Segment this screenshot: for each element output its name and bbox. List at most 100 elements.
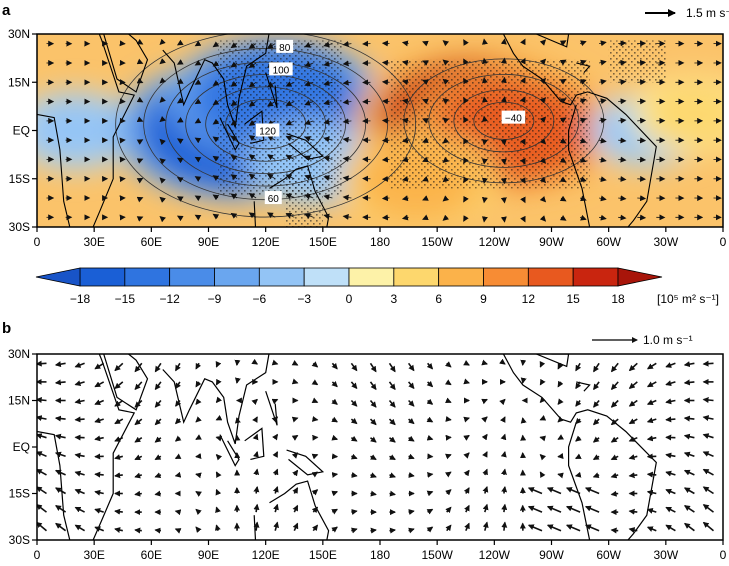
wind-vector-162 [381, 117, 390, 124]
wind-vector-23 [481, 38, 488, 45]
wind-vector-247 [637, 156, 647, 163]
wind-vector-58 [463, 378, 470, 385]
wind-vector-163 [407, 435, 415, 442]
wind-vector-114 [154, 418, 162, 426]
wind-vector-63 [557, 380, 564, 388]
wind-vector-193 [285, 135, 295, 142]
wind-vector-58 [463, 58, 469, 66]
wind-vector-121 [291, 416, 299, 423]
x-tick-label-1: 30E [83, 548, 104, 562]
wind-vector-128 [426, 416, 434, 423]
x-tick-label-9: 90W [539, 548, 564, 562]
wind-vector-206 [539, 138, 547, 145]
panel-a-axes: 0 30E 60E 90E 120E 150E 180 150W 120W 90W 60W 30W 03… [8, 27, 727, 249]
contour-label-3: 60 [268, 194, 280, 205]
wind-vector-314 [539, 195, 547, 203]
wind-vector-79 [176, 78, 184, 84]
wind-vector-317 [599, 195, 607, 202]
colorbar-swatch-9 [483, 267, 529, 287]
contour-line-0-5 [115, 34, 417, 218]
wind-vector-162 [389, 436, 396, 443]
wind-vector-45 [212, 60, 220, 67]
wind-vector-19 [401, 40, 409, 47]
wind-vector-319 [637, 195, 647, 202]
x-tick-label-5: 150E [309, 235, 337, 249]
wind-vector-335 [253, 521, 260, 531]
wind-vector-147 [94, 435, 104, 442]
x-tick-label-3: 90E [198, 548, 219, 562]
wind-vector-157 [291, 434, 299, 441]
wind-vector-316 [579, 195, 587, 202]
wind-vector-291 [94, 508, 104, 514]
wind-vector-221 [134, 472, 143, 479]
wind-vector-315 [559, 195, 567, 202]
wind-vector-237 [442, 156, 450, 163]
contour-line-1-1 [453, 89, 555, 153]
y-tick-label-1: 15N [8, 75, 30, 89]
wind-vector-297 [215, 506, 221, 514]
wind-vector-209 [592, 454, 600, 461]
wind-vector-338 [304, 213, 314, 219]
stipple-region-1 [389, 59, 590, 189]
wind-vector-138 [618, 98, 627, 105]
x-tick-label-5: 150E [309, 548, 337, 562]
wind-vector-135 [557, 416, 564, 423]
wind-vector-55 [407, 381, 415, 390]
wind-vector-132 [499, 416, 506, 423]
wind-vector-223 [174, 471, 182, 478]
wind-vector-281 [599, 176, 607, 183]
wind-vector-342 [389, 527, 396, 534]
wind-vector-246 [610, 472, 619, 479]
wind-vector-294 [159, 196, 166, 203]
wind-vector-128 [422, 98, 429, 105]
wind-vector-202 [463, 137, 469, 145]
x-tick-label-4: 120E [252, 548, 280, 562]
colorbar-ticks: −18 −15 −12 −9 −6 −3 0 3 6 9 12 15 18 [70, 292, 625, 306]
x-tick-label-7: 150W [421, 235, 453, 249]
wind-vector-357 [665, 524, 676, 532]
wind-vector-127 [408, 417, 415, 425]
wind-vector-217 [54, 469, 66, 476]
wind-vector-174 [610, 436, 619, 443]
wind-vector-235 [401, 156, 409, 163]
wind-vector-52 [342, 60, 352, 67]
wind-vector-271 [401, 176, 409, 182]
wind-vector-134 [539, 415, 547, 421]
wind-vector-43 [175, 381, 181, 390]
wind-vector-80 [195, 398, 202, 405]
wind-vector-126 [388, 418, 396, 426]
wind-vector-156 [272, 433, 279, 441]
x-tick-label-8: 120W [479, 548, 511, 562]
wind-vector-155 [248, 120, 257, 126]
wind-vector-323 [702, 504, 714, 513]
wind-vector-143 [702, 415, 714, 422]
wind-vector-299 [253, 503, 260, 513]
wind-vector-257 [134, 490, 142, 497]
wind-vector-321 [665, 506, 676, 513]
wind-vector-236 [427, 471, 434, 478]
wind-vector-312 [501, 503, 508, 513]
wind-vector-89 [369, 399, 377, 408]
wind-vector-67 [637, 59, 647, 66]
wind-vector-281 [584, 487, 600, 495]
wind-vector-235 [408, 472, 415, 478]
colorbar-extend-high [617, 267, 663, 287]
coastline-3 [219, 434, 240, 467]
wind-vector-64 [579, 59, 587, 66]
wind-vector-152 [195, 434, 202, 441]
wind-vector-140 [646, 417, 657, 424]
panel-b-reference-vector: 1.0 m s⁻¹ [592, 333, 693, 347]
wind-vector-133 [520, 96, 526, 104]
y-tick-label-0: 30N [8, 27, 30, 41]
wind-vector-290 [74, 506, 85, 513]
wind-vector-188 [194, 137, 202, 144]
wind-vector-345 [442, 214, 450, 221]
wind-vector-25 [520, 38, 526, 46]
wind-vector-241 [520, 157, 526, 165]
x-tick-label-3: 90E [198, 235, 219, 249]
wind-vector-69 [665, 380, 676, 387]
wind-vector-342 [381, 214, 390, 221]
wind-vector-105 [665, 398, 676, 405]
colorbar-tick-label-9: 9 [480, 292, 487, 306]
wind-vector-244 [579, 156, 587, 163]
